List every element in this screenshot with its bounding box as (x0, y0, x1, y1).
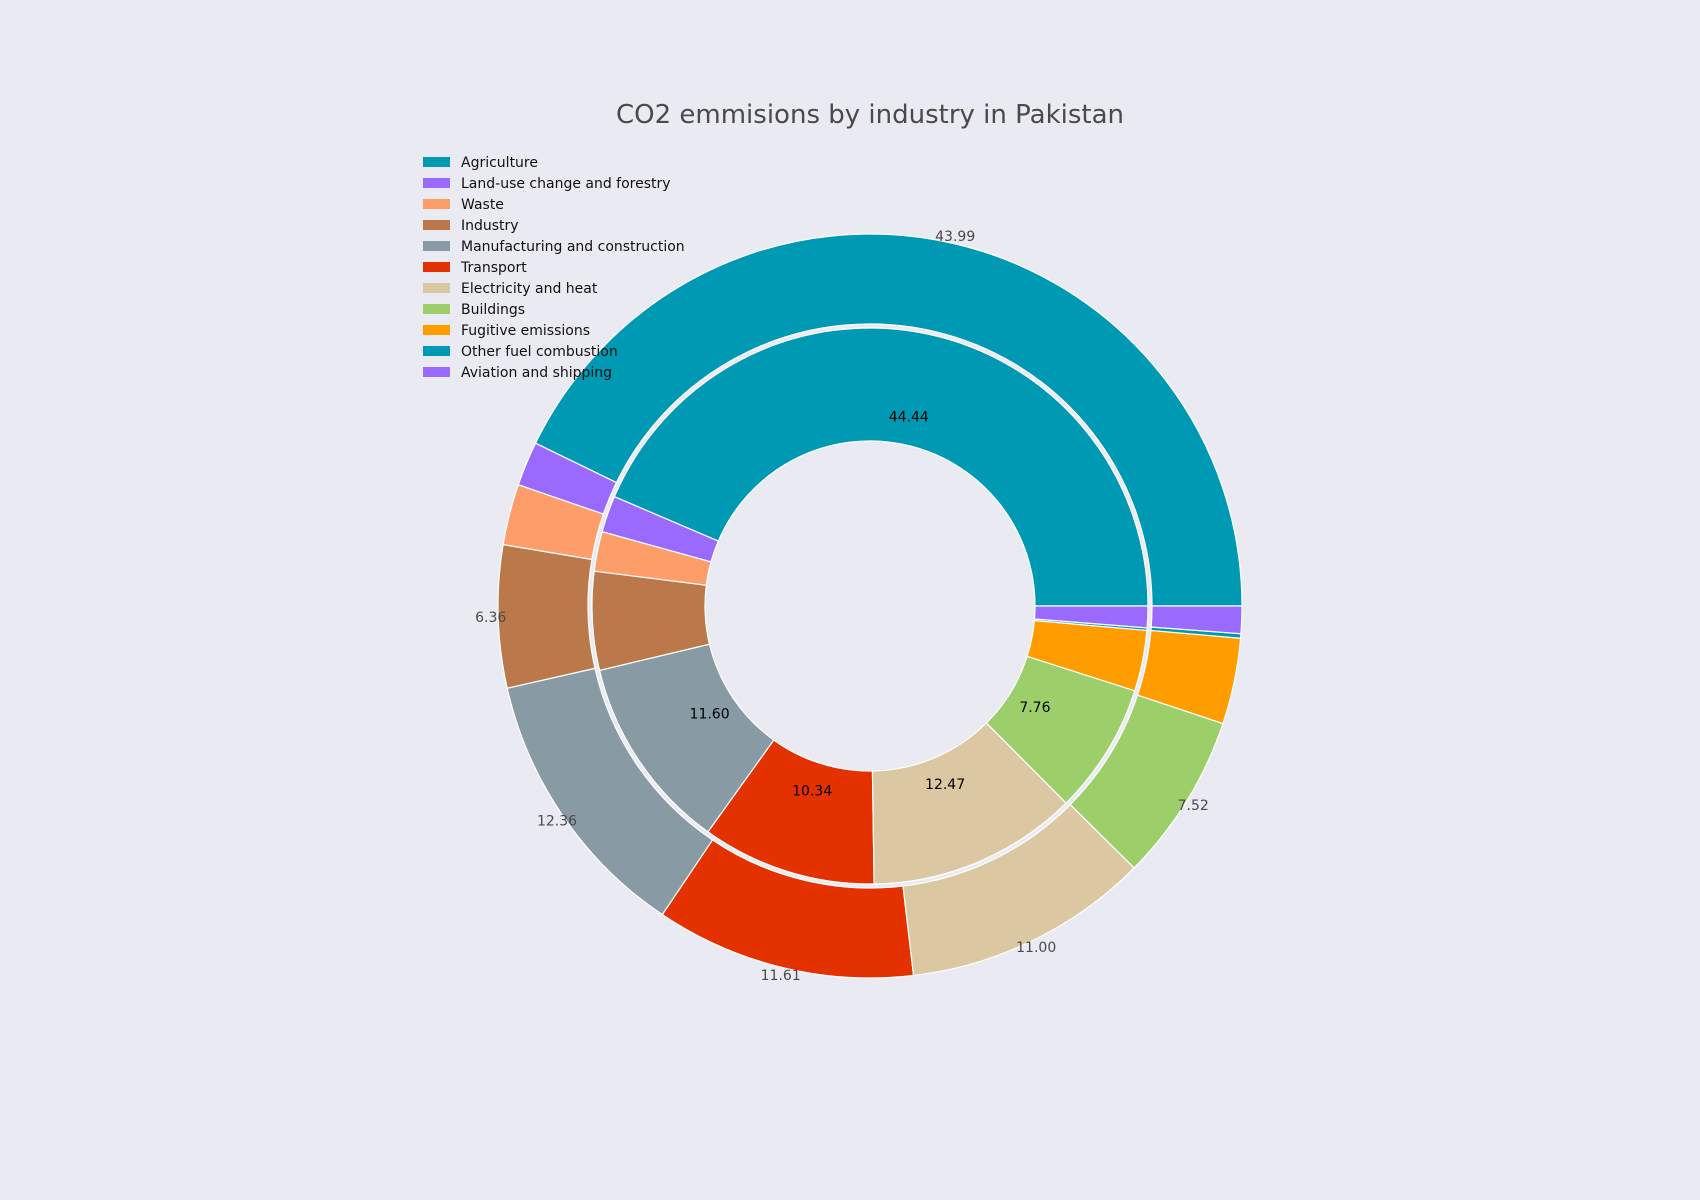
legend-swatch (423, 367, 450, 377)
chart-title: CO2 emmisions by industry in Pakistan (616, 100, 1124, 130)
inner-data-label: 10.34 (792, 783, 832, 799)
inner-slice-aviation-and-shipping (1033, 605, 1149, 629)
legend-item: Land-use change and forestry (423, 176, 671, 192)
outer-slice-agriculture (534, 233, 1243, 607)
legend-item: Transport (423, 260, 527, 276)
legend-item: Other fuel combustion (423, 344, 618, 360)
legend-item: Aviation and shipping (423, 365, 612, 381)
outer-data-label: 43.99 (935, 229, 975, 245)
legend-label: Waste (461, 197, 504, 213)
legend-swatch (423, 178, 450, 188)
legend-item: Manufacturing and construction (423, 239, 685, 255)
outer-data-label: 6.36 (475, 610, 506, 626)
legend-swatch (423, 325, 450, 335)
inner-data-label: 44.44 (889, 410, 929, 426)
outer-slice-aviation-and-shipping (1150, 605, 1243, 635)
legend-swatch (423, 262, 450, 272)
inner-data-label: 11.60 (690, 707, 730, 723)
legend-swatch (423, 304, 450, 314)
legend-swatch (423, 199, 450, 209)
outer-slice-industry (497, 543, 596, 690)
legend-item: Waste (423, 197, 504, 213)
legend-swatch (423, 346, 450, 356)
legend-label: Transport (460, 260, 527, 276)
data-labels: 43.99 6.36 12.36 11.61 11.00 7.52 44.44 11.60 10… (475, 229, 1209, 984)
legend-item: Buildings (423, 302, 525, 318)
outer-data-label: 11.61 (761, 968, 801, 984)
outer-data-label: 12.36 (537, 814, 577, 830)
legend-item: Agriculture (423, 155, 538, 171)
legend-label: Aviation and shipping (461, 365, 612, 381)
inner-data-label: 12.47 (925, 777, 965, 793)
inner-data-label: 7.76 (1019, 700, 1050, 716)
legend-item: Electricity and heat (423, 281, 598, 297)
legend-swatch (423, 157, 450, 167)
legend-label: Land-use change and forestry (461, 176, 671, 192)
legend-item: Industry (423, 218, 519, 234)
legend-label: Buildings (461, 302, 525, 318)
inner-ring (591, 327, 1149, 885)
legend-label: Electricity and heat (461, 281, 598, 297)
outer-data-label: 11.00 (1016, 940, 1056, 956)
legend-item: Fugitive emissions (423, 323, 590, 339)
legend-swatch (423, 241, 450, 251)
inner-slice-agriculture (613, 327, 1149, 607)
legend-label: Manufacturing and construction (461, 239, 685, 255)
legend-label: Fugitive emissions (461, 323, 590, 339)
legend-label: Agriculture (461, 155, 538, 171)
legend-label: Other fuel combustion (461, 344, 618, 360)
legend-label: Industry (461, 218, 519, 234)
legend-swatch (423, 220, 450, 230)
legend: Agriculture Land-use change and forestry W… (423, 155, 685, 381)
outer-ring (497, 233, 1243, 979)
legend-swatch (423, 283, 450, 293)
outer-data-label: 7.52 (1178, 798, 1209, 814)
